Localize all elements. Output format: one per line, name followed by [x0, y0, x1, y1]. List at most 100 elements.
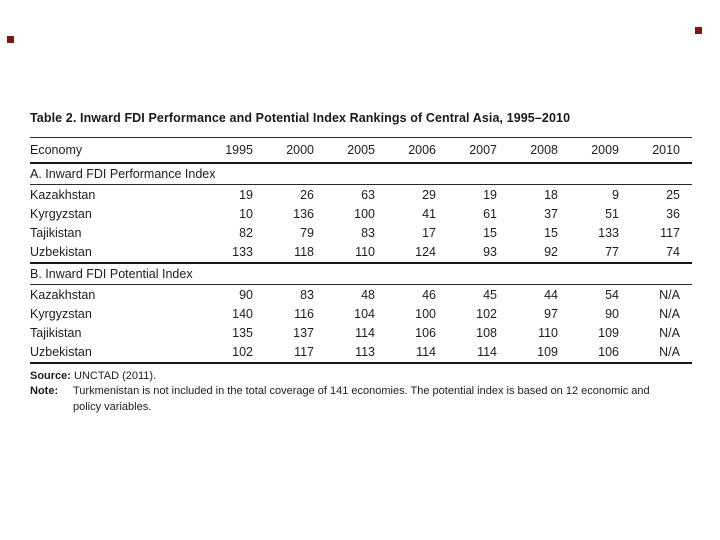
column-header-row: Economy 1995 2000 2005 2006 2007 2008 20…	[30, 137, 692, 164]
value-cell: 48	[361, 287, 375, 302]
value-cell: 113	[314, 343, 375, 364]
value-cell: 15	[544, 226, 558, 241]
value-cell: 140	[232, 306, 253, 321]
value-cell: 135	[232, 326, 253, 341]
value-cell: 133	[192, 243, 253, 264]
value-cell: 106	[415, 326, 436, 341]
economy-cell: Uzbekistan	[30, 243, 192, 264]
economy-cell: Tajikistan	[30, 226, 82, 241]
table-title: Table 2. Inward FDI Performance and Pote…	[30, 111, 571, 125]
value-cell: 18	[544, 187, 558, 202]
value-cell: 110	[314, 243, 375, 264]
source-text: UNCTAD (2011).	[74, 369, 157, 382]
year-column-header: 2006	[375, 137, 436, 164]
value-cell: 92	[497, 243, 558, 264]
economy-cell: Kazakhstan	[30, 287, 96, 302]
spacer-cell	[680, 343, 692, 364]
value-cell: 46	[422, 287, 436, 302]
value-cell: 102	[192, 343, 253, 364]
value-cell: 19	[239, 187, 253, 202]
note-label: Note:	[30, 385, 59, 397]
year-column-header: 2010	[619, 137, 680, 164]
value-cell: 114	[375, 343, 436, 364]
value-cell: 26	[300, 187, 314, 202]
table-row: Uzbekistan 102 117 113 114 114 109 106 N…	[30, 343, 692, 364]
table-row: Tajikistan 135 137 114 106 108 110 109 N…	[30, 324, 692, 344]
value-cell: 74	[619, 243, 680, 264]
value-cell: N/A	[659, 287, 680, 302]
value-cell: 117	[253, 343, 314, 364]
source-line: Source: UNCTAD (2011).	[30, 369, 692, 385]
spacer-cell	[680, 204, 692, 224]
value-cell: 133	[598, 226, 619, 241]
value-cell: 9	[612, 187, 619, 202]
value-cell: 114	[436, 343, 497, 364]
corner-mark-right	[695, 27, 702, 34]
table-row: Kazakhstan 90 83 48 46 45 44 54 N/A	[30, 285, 692, 305]
fdi-rankings-table: Economy 1995 2000 2005 2006 2007 2008 20…	[30, 137, 692, 364]
value-cell: 93	[436, 243, 497, 264]
value-cell: 114	[355, 326, 375, 341]
economy-cell: Kyrgyzstan	[30, 306, 92, 321]
table-row: Kyrgyzstan 10 136 100 41 61 37 51 36	[30, 204, 692, 224]
spacer-cell	[680, 137, 692, 164]
value-cell: 17	[422, 226, 436, 241]
value-cell: 97	[544, 306, 558, 321]
value-cell: N/A	[659, 326, 680, 341]
year-column-header: 2008	[497, 137, 558, 164]
value-cell: 19	[483, 187, 497, 202]
value-cell: 83	[361, 226, 375, 241]
spacer-cell	[680, 185, 692, 205]
value-cell: 15	[483, 226, 497, 241]
value-cell: 118	[253, 243, 314, 264]
value-cell: N/A	[659, 306, 680, 321]
table-row: Tajikistan 82 79 83 17 15 15 133 117	[30, 224, 692, 244]
table-figure: Table 2. Inward FDI Performance and Pote…	[30, 111, 692, 415]
note-line: policy variables.	[73, 400, 152, 413]
spacer-cell	[680, 243, 692, 264]
table-row: Uzbekistan 133 118 110 124 93 92 77 74	[30, 243, 692, 264]
value-cell: 41	[422, 206, 436, 221]
value-cell: 117	[660, 226, 680, 241]
value-cell: 106	[558, 343, 619, 364]
value-cell: 108	[476, 326, 497, 341]
value-cell: 137	[293, 326, 314, 341]
value-cell: 102	[476, 306, 497, 321]
table-footnotes: Source: UNCTAD (2011). Note: Turkmenista…	[30, 369, 692, 416]
value-cell: 10	[239, 206, 253, 221]
year-column-header: 2009	[558, 137, 619, 164]
value-cell: 100	[415, 306, 436, 321]
table-row: Kyrgyzstan 140 116 104 100 102 97 90 N/A	[30, 304, 692, 324]
value-cell: 110	[538, 326, 558, 341]
year-column-header: 2005	[314, 137, 375, 164]
value-cell: 116	[294, 306, 314, 321]
year-column-header: 2000	[253, 137, 314, 164]
value-cell: 100	[354, 206, 375, 221]
value-cell: 63	[361, 187, 375, 202]
value-cell: 79	[300, 226, 314, 241]
corner-mark-left	[7, 36, 14, 43]
source-label: Source:	[30, 369, 71, 382]
value-cell: 36	[666, 206, 680, 221]
economy-cell: Tajikistan	[30, 326, 82, 341]
value-cell: 82	[239, 226, 253, 241]
value-cell: 51	[605, 206, 619, 221]
value-cell: 29	[422, 187, 436, 202]
value-cell: 109	[497, 343, 558, 364]
value-cell: 136	[293, 206, 314, 221]
value-cell: 25	[666, 187, 680, 202]
value-cell: 90	[239, 287, 253, 302]
section-header-performance: A. Inward FDI Performance Index	[30, 162, 692, 185]
table-row: Kazakhstan 19 26 63 29 19 18 9 25	[30, 185, 692, 205]
note-block: Note: Turkmenistan is not included in th…	[30, 384, 692, 415]
note-text: Turkmenistan is not included in the tota…	[73, 384, 692, 415]
value-cell: 104	[354, 306, 375, 321]
value-cell: 83	[300, 287, 314, 302]
spacer-cell	[680, 304, 692, 324]
value-cell: 61	[483, 206, 497, 221]
economy-cell: Kyrgyzstan	[30, 206, 92, 221]
value-cell: 54	[605, 287, 619, 302]
note-line: Turkmenistan is not included in the tota…	[73, 385, 650, 397]
value-cell: 77	[558, 243, 619, 264]
